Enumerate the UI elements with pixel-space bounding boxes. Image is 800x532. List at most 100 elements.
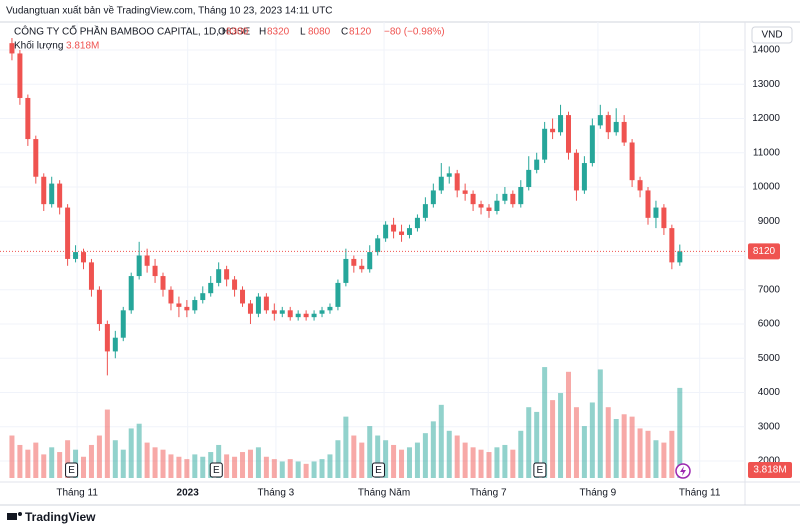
volume-bar	[112, 440, 118, 478]
candle-body	[271, 310, 277, 314]
event-label: E	[375, 465, 382, 476]
candle-body	[414, 217, 420, 229]
volume-bar	[470, 447, 476, 478]
volume-bar	[375, 435, 381, 478]
candle-body	[526, 169, 532, 188]
candle-body	[240, 289, 246, 304]
candle-body	[677, 251, 683, 263]
y-tick-label: 6000	[758, 319, 781, 330]
candle-body	[73, 252, 79, 259]
volume-bar	[422, 433, 428, 478]
candle-body	[629, 142, 635, 181]
volume-bar	[224, 454, 230, 478]
candles	[0, 38, 745, 376]
volume-bar	[494, 447, 500, 478]
volume-bar	[645, 430, 651, 478]
volume-bar	[661, 442, 667, 478]
candle-body	[224, 269, 230, 280]
candle-body	[645, 190, 651, 218]
volume-bar	[621, 414, 627, 478]
last-price-tag	[748, 243, 780, 260]
candle-body	[144, 255, 150, 266]
logo: TradingView	[7, 510, 96, 524]
event-box	[65, 462, 79, 478]
volume-bar	[430, 421, 436, 478]
candle-body	[311, 313, 317, 318]
volume-bar	[573, 407, 579, 478]
candle-body	[502, 193, 508, 201]
volume-bar	[17, 444, 23, 478]
candle-body	[478, 204, 484, 208]
volume-bar	[581, 426, 587, 478]
currency-box[interactable]	[751, 26, 793, 44]
candle-body	[279, 310, 285, 314]
candle-body	[128, 276, 134, 311]
volume-bar	[462, 442, 468, 478]
candle-body	[661, 207, 667, 229]
last-volume-label: 3.818M	[753, 465, 786, 476]
volume-bar	[669, 430, 675, 478]
volume-bar	[383, 440, 389, 478]
volume-bar	[454, 435, 460, 478]
volume-bar	[319, 459, 325, 478]
x-tick-label: Tháng Năm	[358, 488, 410, 499]
volume-bar	[677, 387, 683, 478]
volume-bar	[335, 440, 341, 478]
candle-body	[327, 306, 333, 311]
volume-bar	[406, 447, 412, 478]
candle-body	[367, 252, 373, 270]
volume-bar	[613, 419, 619, 478]
candle-body	[208, 282, 214, 294]
volume-bar	[81, 456, 87, 478]
candle-body	[287, 310, 293, 318]
candle-body	[589, 125, 595, 164]
volume-bar	[351, 435, 357, 478]
y-tick-label: 3000	[758, 421, 781, 432]
volume-bar	[550, 400, 556, 478]
candle-body	[510, 193, 516, 205]
ohlc-value: 8080	[308, 27, 331, 38]
volume-bar	[200, 456, 206, 478]
event-box	[371, 462, 385, 478]
candle-body	[49, 183, 55, 205]
volume-bar	[343, 416, 349, 478]
volume-bar	[33, 442, 39, 478]
candle-body	[613, 121, 619, 133]
y-tick-label: 13000	[752, 79, 780, 90]
candle-body	[486, 207, 492, 211]
candle-body	[104, 324, 110, 352]
volume-bar	[88, 444, 94, 478]
volume-bar	[311, 461, 317, 478]
volume-bar	[367, 426, 373, 478]
candle-body	[96, 289, 102, 325]
volume-title: Khối lượng	[14, 40, 63, 52]
volume-value: 3.818M	[66, 41, 99, 52]
volume-bar	[629, 416, 635, 478]
candle-body	[160, 276, 166, 290]
volume-bar	[144, 442, 150, 478]
candle-body	[192, 300, 198, 311]
candle-body	[88, 262, 94, 290]
candle-body	[454, 173, 460, 191]
candle-body	[446, 173, 452, 177]
candle-body	[375, 238, 381, 253]
candle-body	[669, 228, 675, 263]
legend-header: CÔNG TY CỔ PHẦN BAMBOO CAPITAL, 1D, HOSE…	[14, 25, 445, 52]
currency[interactable]: VND	[761, 30, 782, 41]
candle-body	[597, 115, 603, 126]
candle-body	[335, 282, 341, 307]
volume-bar	[637, 428, 643, 478]
candle-body	[621, 121, 627, 143]
x-tick-label: Tháng 11	[679, 488, 721, 499]
volume-bar	[216, 444, 222, 478]
x-tick-label: 2023	[177, 488, 200, 499]
candle-body	[319, 310, 325, 314]
candle-body	[216, 269, 222, 283]
volume-bar	[49, 447, 55, 478]
volume-bar	[168, 454, 174, 478]
volume-bar	[65, 440, 71, 478]
volume-bar	[120, 449, 126, 478]
y-tick-label: 2000	[758, 456, 781, 467]
candle-body	[573, 152, 579, 191]
candle-body	[422, 204, 428, 218]
